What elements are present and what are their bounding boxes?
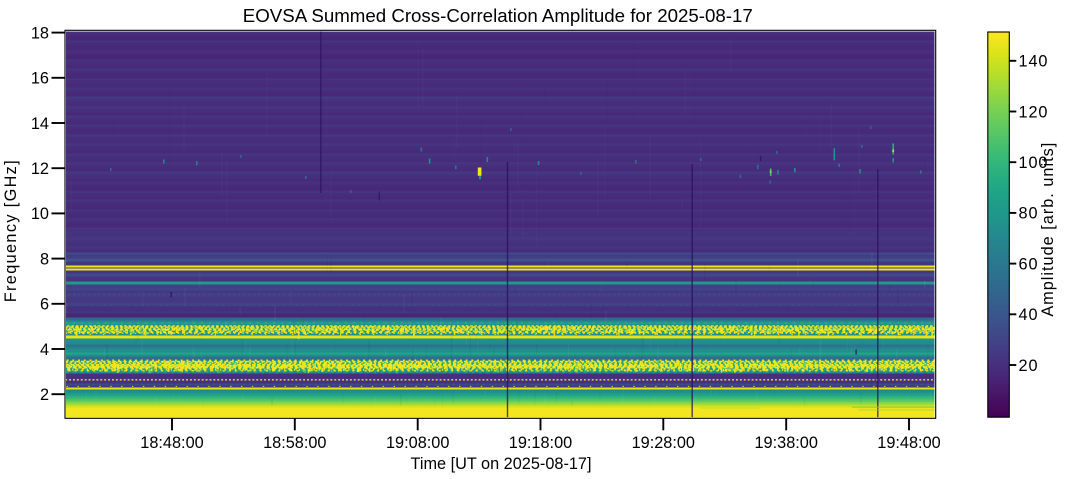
svg-text:19:28:00: 19:28:00 bbox=[632, 434, 695, 452]
svg-text:20: 20 bbox=[1019, 357, 1039, 375]
svg-text:EOVSA Summed Cross-Correlation: EOVSA Summed Cross-Correlation Amplitude… bbox=[243, 5, 753, 26]
svg-text:12: 12 bbox=[31, 160, 49, 178]
svg-text:19:48:00: 19:48:00 bbox=[877, 434, 940, 452]
svg-text:140: 140 bbox=[1019, 53, 1049, 71]
svg-text:19:08:00: 19:08:00 bbox=[386, 434, 449, 452]
svg-text:14: 14 bbox=[31, 115, 49, 133]
svg-text:8: 8 bbox=[40, 250, 49, 268]
svg-text:80: 80 bbox=[1019, 205, 1039, 223]
svg-text:2: 2 bbox=[40, 386, 49, 404]
svg-text:100: 100 bbox=[1019, 154, 1049, 172]
svg-text:120: 120 bbox=[1019, 103, 1049, 121]
svg-text:40: 40 bbox=[1019, 306, 1039, 324]
svg-text:10: 10 bbox=[31, 205, 49, 223]
svg-text:Time [UT on 2025-08-17]: Time [UT on 2025-08-17] bbox=[411, 455, 592, 473]
svg-text:6: 6 bbox=[40, 296, 49, 314]
svg-text:Amplitude [arb. units]: Amplitude [arb. units] bbox=[1039, 142, 1057, 317]
svg-text:16: 16 bbox=[31, 70, 49, 88]
svg-text:18: 18 bbox=[31, 24, 49, 42]
svg-text:19:18:00: 19:18:00 bbox=[509, 434, 572, 452]
svg-text:18:58:00: 18:58:00 bbox=[263, 434, 326, 452]
svg-text:19:38:00: 19:38:00 bbox=[755, 434, 818, 452]
svg-text:18:48:00: 18:48:00 bbox=[140, 434, 203, 452]
svg-text:Frequency [GHz]: Frequency [GHz] bbox=[2, 159, 20, 302]
svg-text:60: 60 bbox=[1019, 255, 1039, 273]
svg-text:4: 4 bbox=[40, 341, 49, 359]
